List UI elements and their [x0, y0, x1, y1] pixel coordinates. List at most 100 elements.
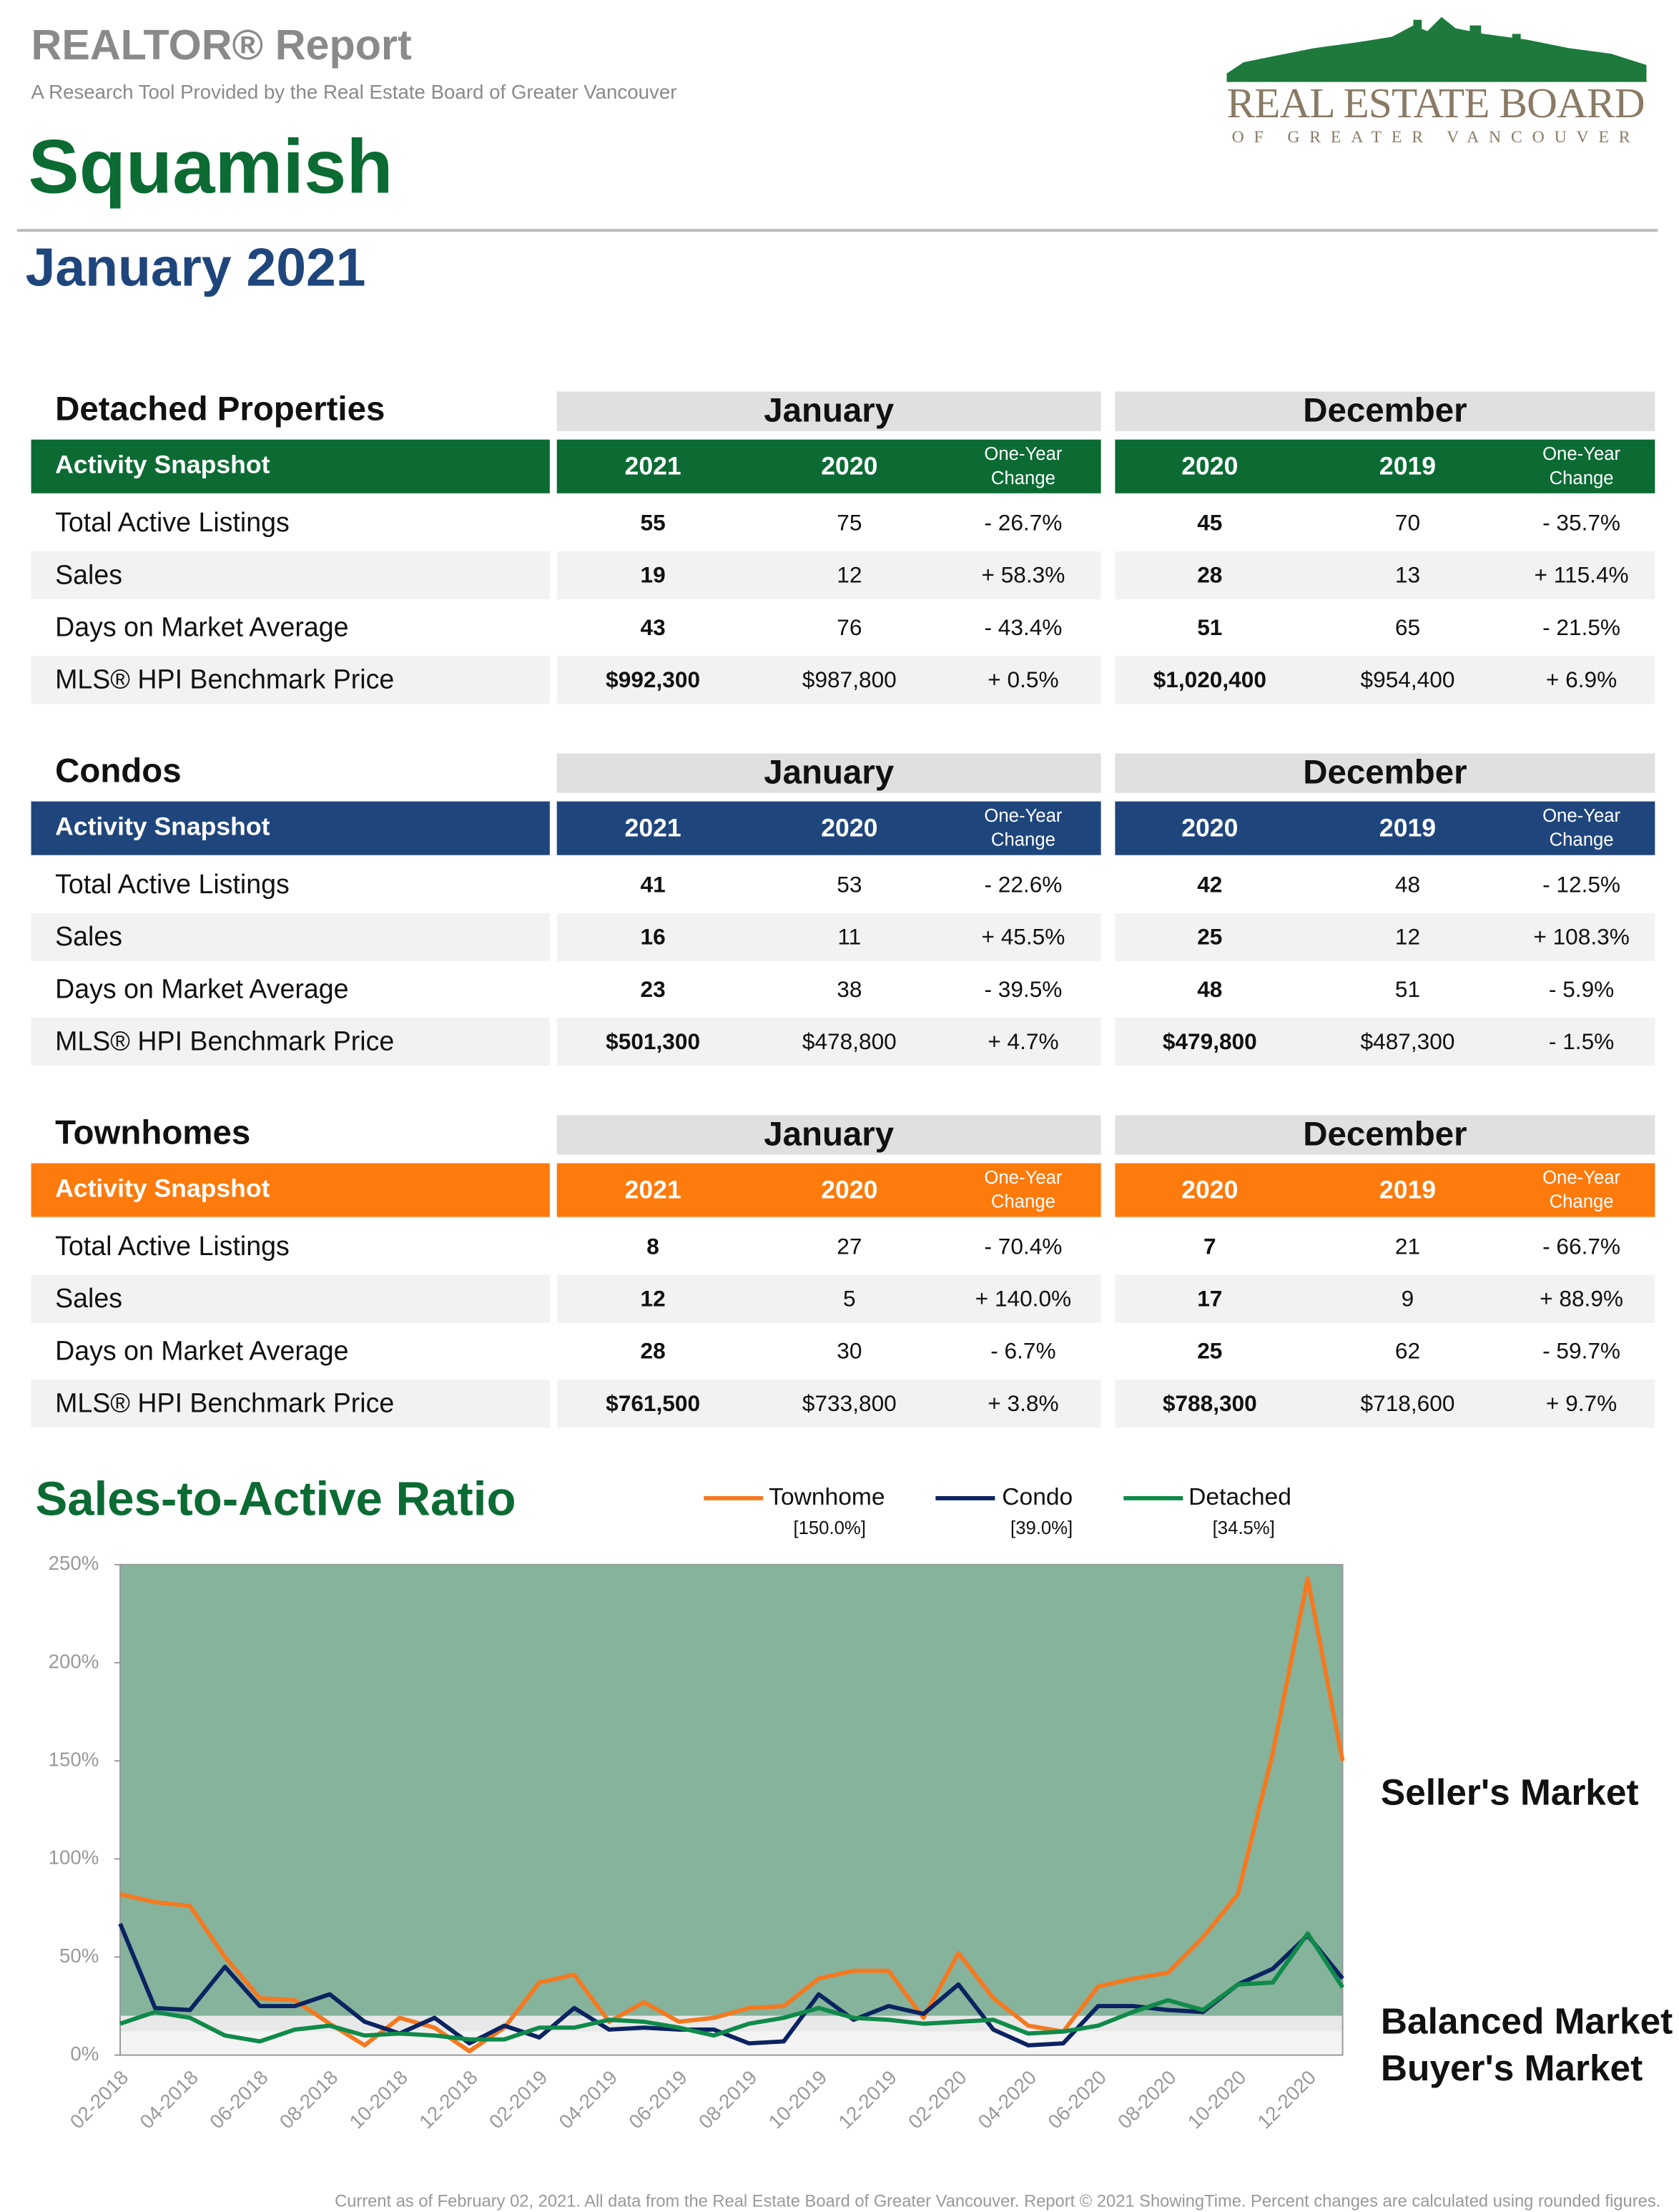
x-tick-label: 10-2020 [1183, 2066, 1251, 2133]
cell: - 12.5% [1542, 872, 1620, 898]
column-header: 2019 [1379, 814, 1436, 842]
column-header: One-Year [1542, 1168, 1620, 1188]
row-label: Sales [55, 559, 122, 589]
row-label: Days on Market Average [55, 1335, 348, 1365]
cell: 8 [646, 1233, 659, 1259]
x-tick-label: 08-2020 [1113, 2066, 1181, 2133]
cell: + 6.9% [1546, 667, 1617, 692]
cell: $501,300 [606, 1028, 700, 1054]
column-header: Change [991, 1192, 1055, 1212]
row-bg [1115, 551, 1655, 599]
column-header-bg [556, 1163, 1101, 1217]
row-bg [556, 1274, 1101, 1323]
x-tick-label: 02-2020 [904, 2066, 971, 2133]
cell: $992,300 [606, 667, 700, 692]
legend-label: Townhome [769, 1484, 885, 1510]
legend-value: [150.0%] [793, 1518, 865, 1538]
cell: 55 [641, 510, 666, 536]
column-header: 2021 [625, 814, 681, 842]
column-header: Change [991, 468, 1055, 488]
cell: 11 [837, 924, 861, 950]
cell: $487,300 [1361, 1028, 1455, 1054]
band-label: Buyer's Market [1381, 2047, 1643, 2088]
row-bg [556, 913, 1101, 961]
x-tick-label: 06-2020 [1043, 2066, 1111, 2133]
x-tick-label: 10-2019 [764, 2066, 832, 2133]
row-bg [1115, 913, 1655, 961]
row-label: Total Active Listings [55, 1231, 290, 1261]
column-header: Change [1550, 1192, 1614, 1212]
row-bg [31, 1017, 550, 1066]
group-header: December [1303, 754, 1467, 792]
x-tick-label: 12-2018 [415, 2066, 482, 2133]
cell: 12 [641, 1286, 666, 1312]
column-header: One-Year [984, 1168, 1062, 1188]
cell: - 39.5% [984, 976, 1062, 1002]
cell: 30 [837, 1338, 862, 1364]
cell: + 45.5% [981, 924, 1065, 950]
column-header: 2019 [1379, 1175, 1436, 1204]
snapshot-label: Activity Snapshot [55, 812, 270, 841]
x-tick-label: 02-2018 [66, 2066, 133, 2133]
table-title: Detached Properties [55, 390, 385, 428]
x-tick-label: 06-2018 [205, 2066, 272, 2133]
group-header-bg [556, 753, 1101, 793]
cell: - 26.7% [984, 510, 1062, 536]
cell: $788,300 [1163, 1390, 1257, 1416]
row-label: MLS® HPI Benchmark Price [55, 664, 394, 694]
row-label: Total Active Listings [55, 507, 290, 537]
series-line [119, 1931, 1345, 2044]
y-tick-label: 250% [49, 1552, 99, 1574]
row-label: Total Active Listings [55, 869, 290, 899]
column-header-bg [1115, 801, 1655, 855]
cell: 62 [1395, 1338, 1420, 1364]
row-bg [31, 1274, 550, 1323]
report-title: REALTOR® Report [31, 21, 412, 69]
column-header-bg [556, 801, 1101, 855]
row-label: MLS® HPI Benchmark Price [55, 1026, 394, 1056]
cell: 53 [837, 872, 862, 898]
row-bg [31, 1379, 550, 1428]
group-header: December [1303, 1116, 1467, 1154]
y-tick-label: 200% [49, 1650, 99, 1672]
x-tick-label: 08-2018 [275, 2066, 343, 2133]
cell: - 35.7% [1542, 510, 1620, 536]
column-header: 2019 [1379, 452, 1436, 481]
cell: + 4.7% [988, 1028, 1058, 1054]
cell: 42 [1197, 872, 1222, 898]
cell: 25 [1197, 1338, 1222, 1364]
cell: 75 [837, 510, 862, 536]
row-bg [31, 551, 550, 599]
cell: - 59.7% [1542, 1338, 1620, 1364]
cell: 13 [1395, 562, 1420, 588]
cell: 28 [1197, 562, 1222, 588]
row-bg [1115, 1017, 1655, 1066]
cell: 38 [837, 976, 862, 1002]
column-header-bg [1115, 439, 1655, 493]
column-header: Change [991, 830, 1055, 850]
row-bg [556, 1379, 1101, 1428]
cell: - 21.5% [1542, 614, 1620, 640]
column-header-bg [556, 439, 1101, 493]
cell: 70 [1395, 510, 1420, 536]
cell: + 58.3% [981, 562, 1065, 588]
snapshot-label: Activity Snapshot [55, 451, 270, 479]
series-line [118, 1922, 1344, 2048]
cell: 25 [1197, 924, 1222, 950]
x-tick-label: 12-2020 [1253, 2066, 1320, 2133]
legend-label: Condo [1002, 1484, 1073, 1510]
row-bg [1115, 1379, 1655, 1428]
snapshot-bar [31, 801, 550, 855]
x-tick-label: 12-2019 [834, 2066, 901, 2133]
group-header: January [764, 754, 895, 792]
group-header-bg [556, 1115, 1101, 1155]
logo-name: REAL ESTATE BOARD [1227, 79, 1645, 127]
cell: 28 [641, 1338, 666, 1364]
cell: - 1.5% [1549, 1028, 1614, 1054]
plot-frame [119, 1563, 1344, 2056]
legend-value: [34.5%] [1213, 1518, 1275, 1538]
cell: 48 [1395, 872, 1420, 898]
column-header: 2021 [625, 452, 681, 481]
